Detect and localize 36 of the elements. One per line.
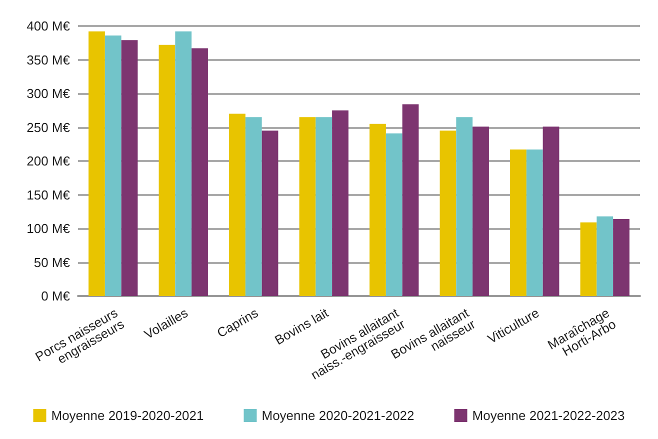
y-tick-label: 150 M€	[26, 187, 71, 202]
bar	[229, 114, 246, 296]
legend-label: Moyenne 2020-2021-2022	[262, 408, 414, 423]
y-tick-label: 0 M€	[41, 288, 71, 304]
legend-label: Moyenne 2021-2022-2023	[472, 408, 625, 423]
bar	[472, 126, 489, 296]
bar	[542, 126, 560, 296]
bar	[88, 31, 105, 296]
bar	[158, 44, 176, 296]
y-tick-label: 200 M€	[26, 154, 71, 168]
legend-label: Moyenne 2019-2020-2021	[51, 408, 204, 423]
y-tick-label: 250 M€	[26, 120, 71, 135]
bar	[580, 222, 597, 296]
bar	[370, 124, 386, 296]
bar	[510, 150, 526, 296]
bar	[121, 40, 138, 296]
y-tick-label: 100 M€	[26, 221, 71, 236]
bar	[192, 48, 208, 296]
y-tick-label: 50 M€	[34, 254, 71, 270]
bar	[402, 104, 419, 296]
bar	[386, 133, 402, 296]
bar	[245, 117, 262, 296]
y-tick-label: 400 M€	[26, 18, 71, 34]
bar	[526, 150, 543, 296]
bar	[613, 219, 630, 296]
bar	[332, 110, 348, 296]
bar	[104, 35, 122, 296]
bar	[596, 216, 614, 296]
bar	[440, 130, 456, 296]
y-tick-label: 300 M€	[26, 86, 71, 101]
bar	[316, 117, 332, 296]
y-tick-label: 350 M€	[26, 52, 71, 68]
bar	[262, 130, 278, 296]
bar	[175, 31, 192, 296]
bar	[299, 117, 316, 296]
bar	[456, 117, 473, 296]
